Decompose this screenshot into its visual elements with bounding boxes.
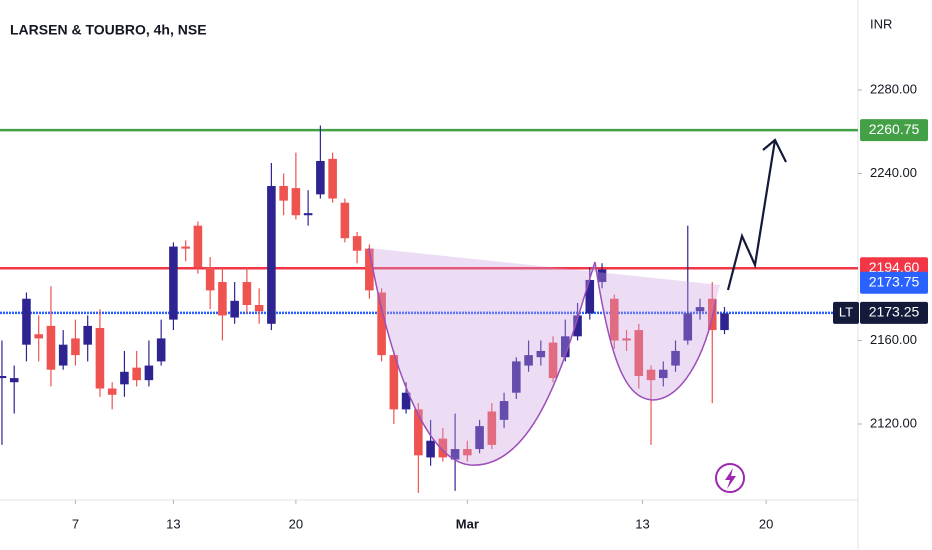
candle-body (254, 305, 264, 312)
candle-body (548, 342, 558, 379)
candle-body (414, 409, 423, 456)
y-tick-label: 2240.00 (870, 165, 917, 180)
candle-body (328, 158, 337, 199)
candle-body (377, 292, 386, 356)
currency: INR (870, 16, 892, 31)
cup-curve (368, 247, 596, 466)
candle-body (634, 330, 644, 376)
level-label: 2194.60 (869, 259, 920, 275)
candle-body (340, 202, 350, 239)
candle-body (95, 327, 105, 389)
candle-body (573, 315, 582, 337)
candle-body (499, 401, 509, 420)
candle-body (205, 267, 215, 291)
candle-body (279, 186, 288, 201)
arrow (726, 139, 777, 291)
candle-body (438, 438, 448, 458)
candle-body (267, 186, 276, 324)
y-tick-label: 2160.00 (870, 332, 917, 347)
symbol-box (833, 301, 859, 324)
candle-body (401, 392, 411, 410)
chart-title: LARSEN & TOUBRO, 4h, NSE (10, 22, 207, 38)
candle-body (671, 350, 680, 366)
candle-body (450, 449, 460, 460)
candle-body (83, 325, 92, 345)
x-tick-label: 20 (759, 516, 773, 531)
candle-body (120, 371, 129, 385)
candle-body (46, 325, 56, 370)
drawings (368, 138, 787, 493)
candle-body (291, 188, 301, 216)
candle-body (683, 313, 693, 341)
candle-body (512, 361, 521, 393)
symbol-label: LT (839, 304, 853, 319)
candle-body (22, 298, 31, 345)
candle-body (169, 246, 178, 320)
candle-body (303, 213, 313, 216)
candle-body (561, 336, 570, 358)
candle-body (218, 282, 227, 316)
candle-body (389, 355, 399, 410)
candle-body (34, 334, 43, 339)
candle-body (658, 369, 668, 379)
candle-body (463, 449, 472, 456)
x-tick-label: 13 (166, 516, 180, 531)
candle-body (144, 365, 154, 381)
arrow-head (762, 138, 787, 163)
cup-area (369, 248, 720, 466)
candle-body (181, 246, 190, 249)
y-tick-label: 2120.00 (870, 415, 917, 430)
candle-body (132, 367, 141, 381)
x-tick-label: 7 (72, 516, 79, 531)
candle-body (107, 388, 117, 395)
level-label: 2173.25 (869, 304, 920, 320)
candle-body (242, 282, 252, 306)
x-tick-label: 20 (289, 516, 303, 531)
candle-body (0, 375, 7, 379)
candle-body (316, 160, 325, 195)
y-tick-label: 2280.00 (870, 81, 917, 96)
x-tick-label: Mar (456, 516, 479, 531)
level-label-box (860, 119, 928, 142)
candle-body (365, 248, 374, 291)
alert-bolt (725, 468, 736, 489)
candle-body (720, 313, 729, 331)
candle-body (426, 440, 435, 458)
candle-body (524, 355, 533, 366)
candle-body (646, 369, 656, 381)
candle-body (610, 298, 619, 341)
handle-curve (594, 261, 717, 401)
price-box (860, 301, 928, 324)
candle-body (58, 344, 68, 366)
candle-body (475, 426, 484, 450)
candles (0, 125, 729, 493)
candle-body (9, 378, 19, 383)
candle-body (585, 279, 595, 314)
candle-body (487, 411, 497, 445)
candle-body (536, 350, 546, 358)
candle-body (597, 269, 607, 283)
candle-body (230, 300, 239, 318)
candle-body (71, 338, 80, 356)
last-price-label: 2173.75 (869, 273, 920, 289)
last-price-label-box (860, 271, 928, 294)
candle-body (352, 236, 362, 251)
candle-body (695, 307, 705, 312)
candle-body (193, 225, 203, 268)
level-label: 2260.75 (869, 121, 920, 137)
candle-body (622, 338, 631, 341)
candle-body (156, 338, 166, 362)
x-tick-label: 13 (635, 516, 649, 531)
